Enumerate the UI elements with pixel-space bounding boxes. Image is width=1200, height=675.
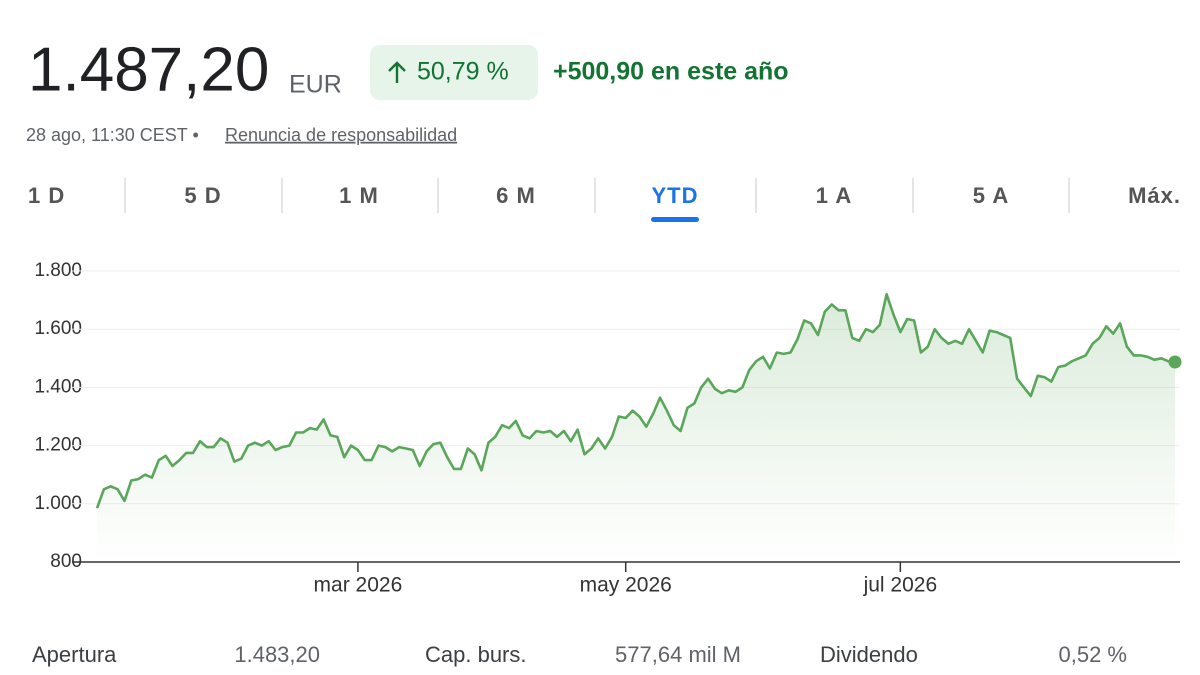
range-tab[interactable]: 6 M bbox=[496, 183, 536, 208]
stat-value: 0,52 % bbox=[1059, 642, 1128, 667]
change-pill bbox=[370, 45, 538, 100]
last-point bbox=[1168, 355, 1182, 369]
x-tick-label: mar 2026 bbox=[314, 574, 403, 597]
range-tab[interactable]: 1 M bbox=[339, 183, 379, 208]
range-tab[interactable]: YTD bbox=[652, 183, 699, 208]
change-absolute: +500,90 en este año bbox=[553, 58, 789, 86]
price: 1.487,20 bbox=[28, 35, 269, 104]
x-tick-label: jul 2026 bbox=[863, 574, 938, 597]
y-tick-label: 1.600 bbox=[34, 318, 82, 339]
timestamp: 28 ago, 11:30 CEST • bbox=[26, 125, 199, 145]
stat-label: Dividendo bbox=[820, 642, 918, 667]
y-tick-label: 1.800 bbox=[34, 260, 82, 281]
y-tick-label: 800 bbox=[50, 551, 82, 572]
y-tick-label: 1.000 bbox=[34, 493, 82, 514]
y-tick-label: 1.200 bbox=[34, 435, 82, 456]
disclaimer-link[interactable]: Renuncia de responsabilidad bbox=[225, 125, 457, 145]
range-tab[interactable]: 1 D bbox=[28, 183, 65, 208]
currency: EUR bbox=[289, 71, 342, 99]
range-tab[interactable]: 5 D bbox=[184, 183, 221, 208]
stat-value: 577,64 mil M bbox=[615, 642, 741, 667]
x-tick-label: may 2026 bbox=[580, 574, 672, 597]
stat-value: 1.483,20 bbox=[234, 642, 320, 667]
area-fill bbox=[97, 294, 1175, 562]
up-arrow bbox=[388, 61, 406, 83]
active-tab-indicator bbox=[651, 217, 699, 222]
tab-separators bbox=[124, 178, 1070, 213]
stat-label: Cap. burs. bbox=[425, 642, 527, 667]
range-tab[interactable]: 5 A bbox=[973, 183, 1009, 208]
change-percent: 50,79 % bbox=[417, 58, 509, 86]
range-tab[interactable]: Máx. bbox=[1128, 183, 1181, 208]
range-tab[interactable]: 1 A bbox=[816, 183, 852, 208]
y-tick-label: 1.400 bbox=[34, 376, 82, 397]
stat-label: Apertura bbox=[32, 642, 117, 667]
price-line bbox=[95, 293, 1176, 509]
